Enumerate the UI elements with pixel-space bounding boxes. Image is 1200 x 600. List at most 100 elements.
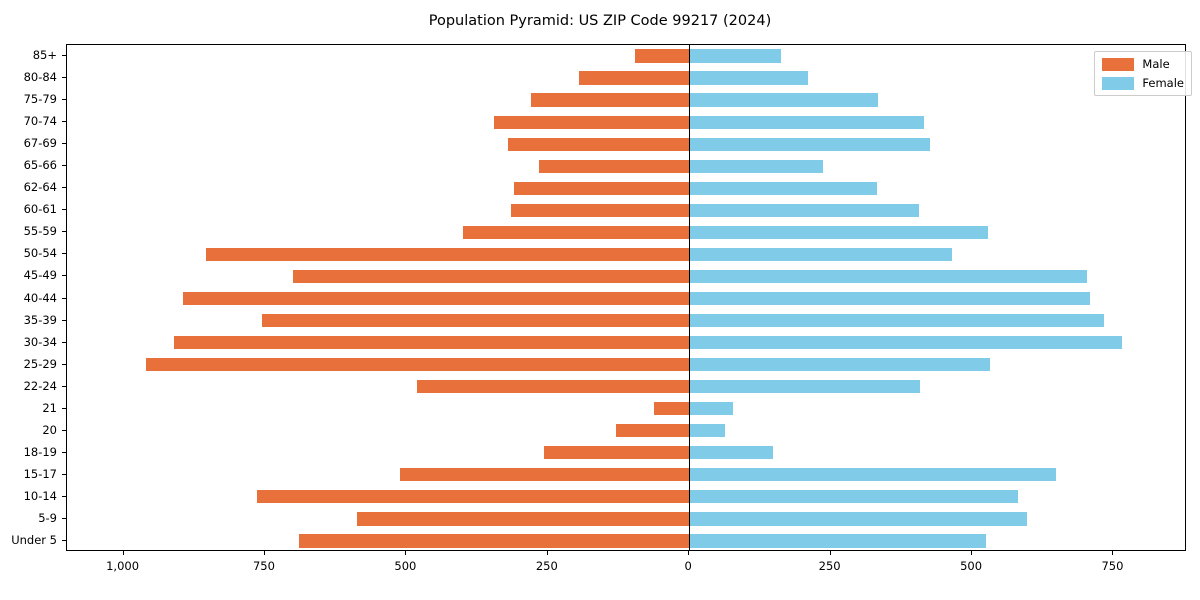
bar-male	[494, 115, 690, 129]
bar-row	[67, 291, 1185, 306]
zero-axis-line	[689, 45, 691, 550]
y-axis-tick-label: 25-29	[23, 356, 57, 371]
y-axis-tick-mark	[62, 363, 66, 365]
x-axis-tick-mark	[122, 551, 124, 555]
bar-row	[67, 247, 1185, 262]
bar-male	[462, 225, 690, 239]
bar-male	[146, 358, 690, 372]
bar-male	[513, 181, 690, 195]
legend-swatch-icon	[1102, 76, 1135, 90]
legend-item[interactable]: Female	[1102, 76, 1184, 90]
x-axis-tick-mark	[971, 551, 973, 555]
bar-female	[689, 71, 808, 85]
x-axis-tick-label: 250	[818, 559, 841, 573]
bar-row	[67, 358, 1185, 372]
y-axis-tick-mark	[62, 143, 66, 145]
bar-male	[399, 468, 690, 482]
bar-row	[67, 159, 1185, 173]
x-axis-tick-label: 500	[960, 559, 983, 573]
bar-row	[67, 380, 1185, 394]
y-axis-tick-label: 55-59	[23, 224, 57, 239]
bar-male	[356, 512, 690, 526]
bar-row	[67, 402, 1185, 416]
bar-female	[689, 49, 782, 63]
y-axis-tick-label: 18-19	[23, 444, 57, 459]
y-axis-tick-label: 45-49	[23, 268, 57, 283]
bar-female	[689, 291, 1090, 306]
bar-female	[689, 225, 988, 239]
bar-row	[67, 424, 1185, 438]
legend-label: Female	[1142, 76, 1184, 90]
x-axis-tick-label: 750	[1101, 559, 1124, 573]
y-axis-tick-label: 70-74	[23, 114, 57, 129]
y-axis-tick-label: 5-9	[38, 510, 57, 525]
y-axis-tick-mark	[62, 473, 66, 475]
x-axis-tick-label: 1,000	[106, 559, 140, 573]
bar-row	[67, 49, 1185, 63]
bar-male	[578, 71, 690, 85]
y-axis-tick-label: 67-69	[23, 136, 57, 151]
bar-female	[689, 468, 1057, 482]
bar-male	[416, 380, 690, 394]
bar-row	[67, 93, 1185, 107]
y-axis-tick-mark	[62, 55, 66, 57]
bar-row	[67, 137, 1185, 151]
y-axis-tick-mark	[62, 495, 66, 497]
y-axis-tick-label: 30-34	[23, 334, 57, 349]
y-axis-tick-label: 40-44	[23, 290, 57, 305]
y-axis-tick-label: 75-79	[23, 92, 57, 107]
y-axis-tick-mark	[62, 429, 66, 431]
bar-female	[689, 93, 878, 107]
bar-male	[262, 313, 690, 328]
x-axis-tick-mark	[263, 551, 265, 555]
bar-male	[511, 203, 690, 217]
bar-row	[67, 203, 1185, 217]
x-axis-tick-mark	[546, 551, 548, 555]
y-axis-tick-mark	[62, 77, 66, 79]
y-axis-tick-label: 50-54	[23, 246, 57, 261]
x-axis-tick-mark	[688, 551, 690, 555]
bar-row	[67, 335, 1185, 350]
bar-row	[67, 490, 1185, 504]
x-axis-tick-mark	[405, 551, 407, 555]
legend-swatch-icon	[1102, 57, 1135, 71]
bar-female	[689, 203, 919, 217]
y-axis-tick-label: 85+	[32, 48, 57, 63]
bar-female	[689, 137, 930, 151]
y-axis-tick-mark	[62, 385, 66, 387]
bar-female	[689, 358, 991, 372]
bar-male	[539, 159, 690, 173]
y-axis-tick-label: 35-39	[23, 312, 57, 327]
bar-row	[67, 115, 1185, 129]
y-axis-tick-mark	[62, 187, 66, 189]
x-axis-tick-label: 250	[535, 559, 558, 573]
bar-female	[689, 159, 824, 173]
y-axis-tick-mark	[62, 517, 66, 519]
bar-female	[689, 380, 920, 394]
bar-female	[689, 115, 924, 129]
bar-female	[689, 269, 1087, 284]
bar-row	[67, 313, 1185, 328]
bar-row	[67, 71, 1185, 85]
y-axis: 85+ 80-84 75-79 70-74 67-69 65-66 62-64 60-61 55…	[0, 44, 1200, 551]
y-axis-tick-mark	[62, 275, 66, 277]
y-axis-tick-label: 22-24	[23, 378, 57, 393]
legend-item[interactable]: Male	[1102, 57, 1184, 71]
bar-male	[543, 446, 690, 460]
bar-female	[689, 335, 1122, 350]
bar-male	[293, 269, 690, 284]
y-axis-tick-label: 10-14	[23, 488, 57, 503]
y-axis-tick-mark	[62, 209, 66, 211]
legend: Male Female	[1094, 51, 1192, 96]
bar-row	[67, 468, 1185, 482]
page-title: Population Pyramid: US ZIP Code 99217 (2…	[428, 13, 772, 29]
bars-layer	[67, 45, 1185, 550]
bar-row	[67, 512, 1185, 526]
legend-label: Male	[1142, 57, 1170, 71]
y-axis-tick-mark	[62, 99, 66, 101]
bar-row	[67, 181, 1185, 195]
bar-female	[689, 534, 987, 548]
bar-male	[182, 291, 690, 306]
bar-male	[653, 402, 690, 416]
